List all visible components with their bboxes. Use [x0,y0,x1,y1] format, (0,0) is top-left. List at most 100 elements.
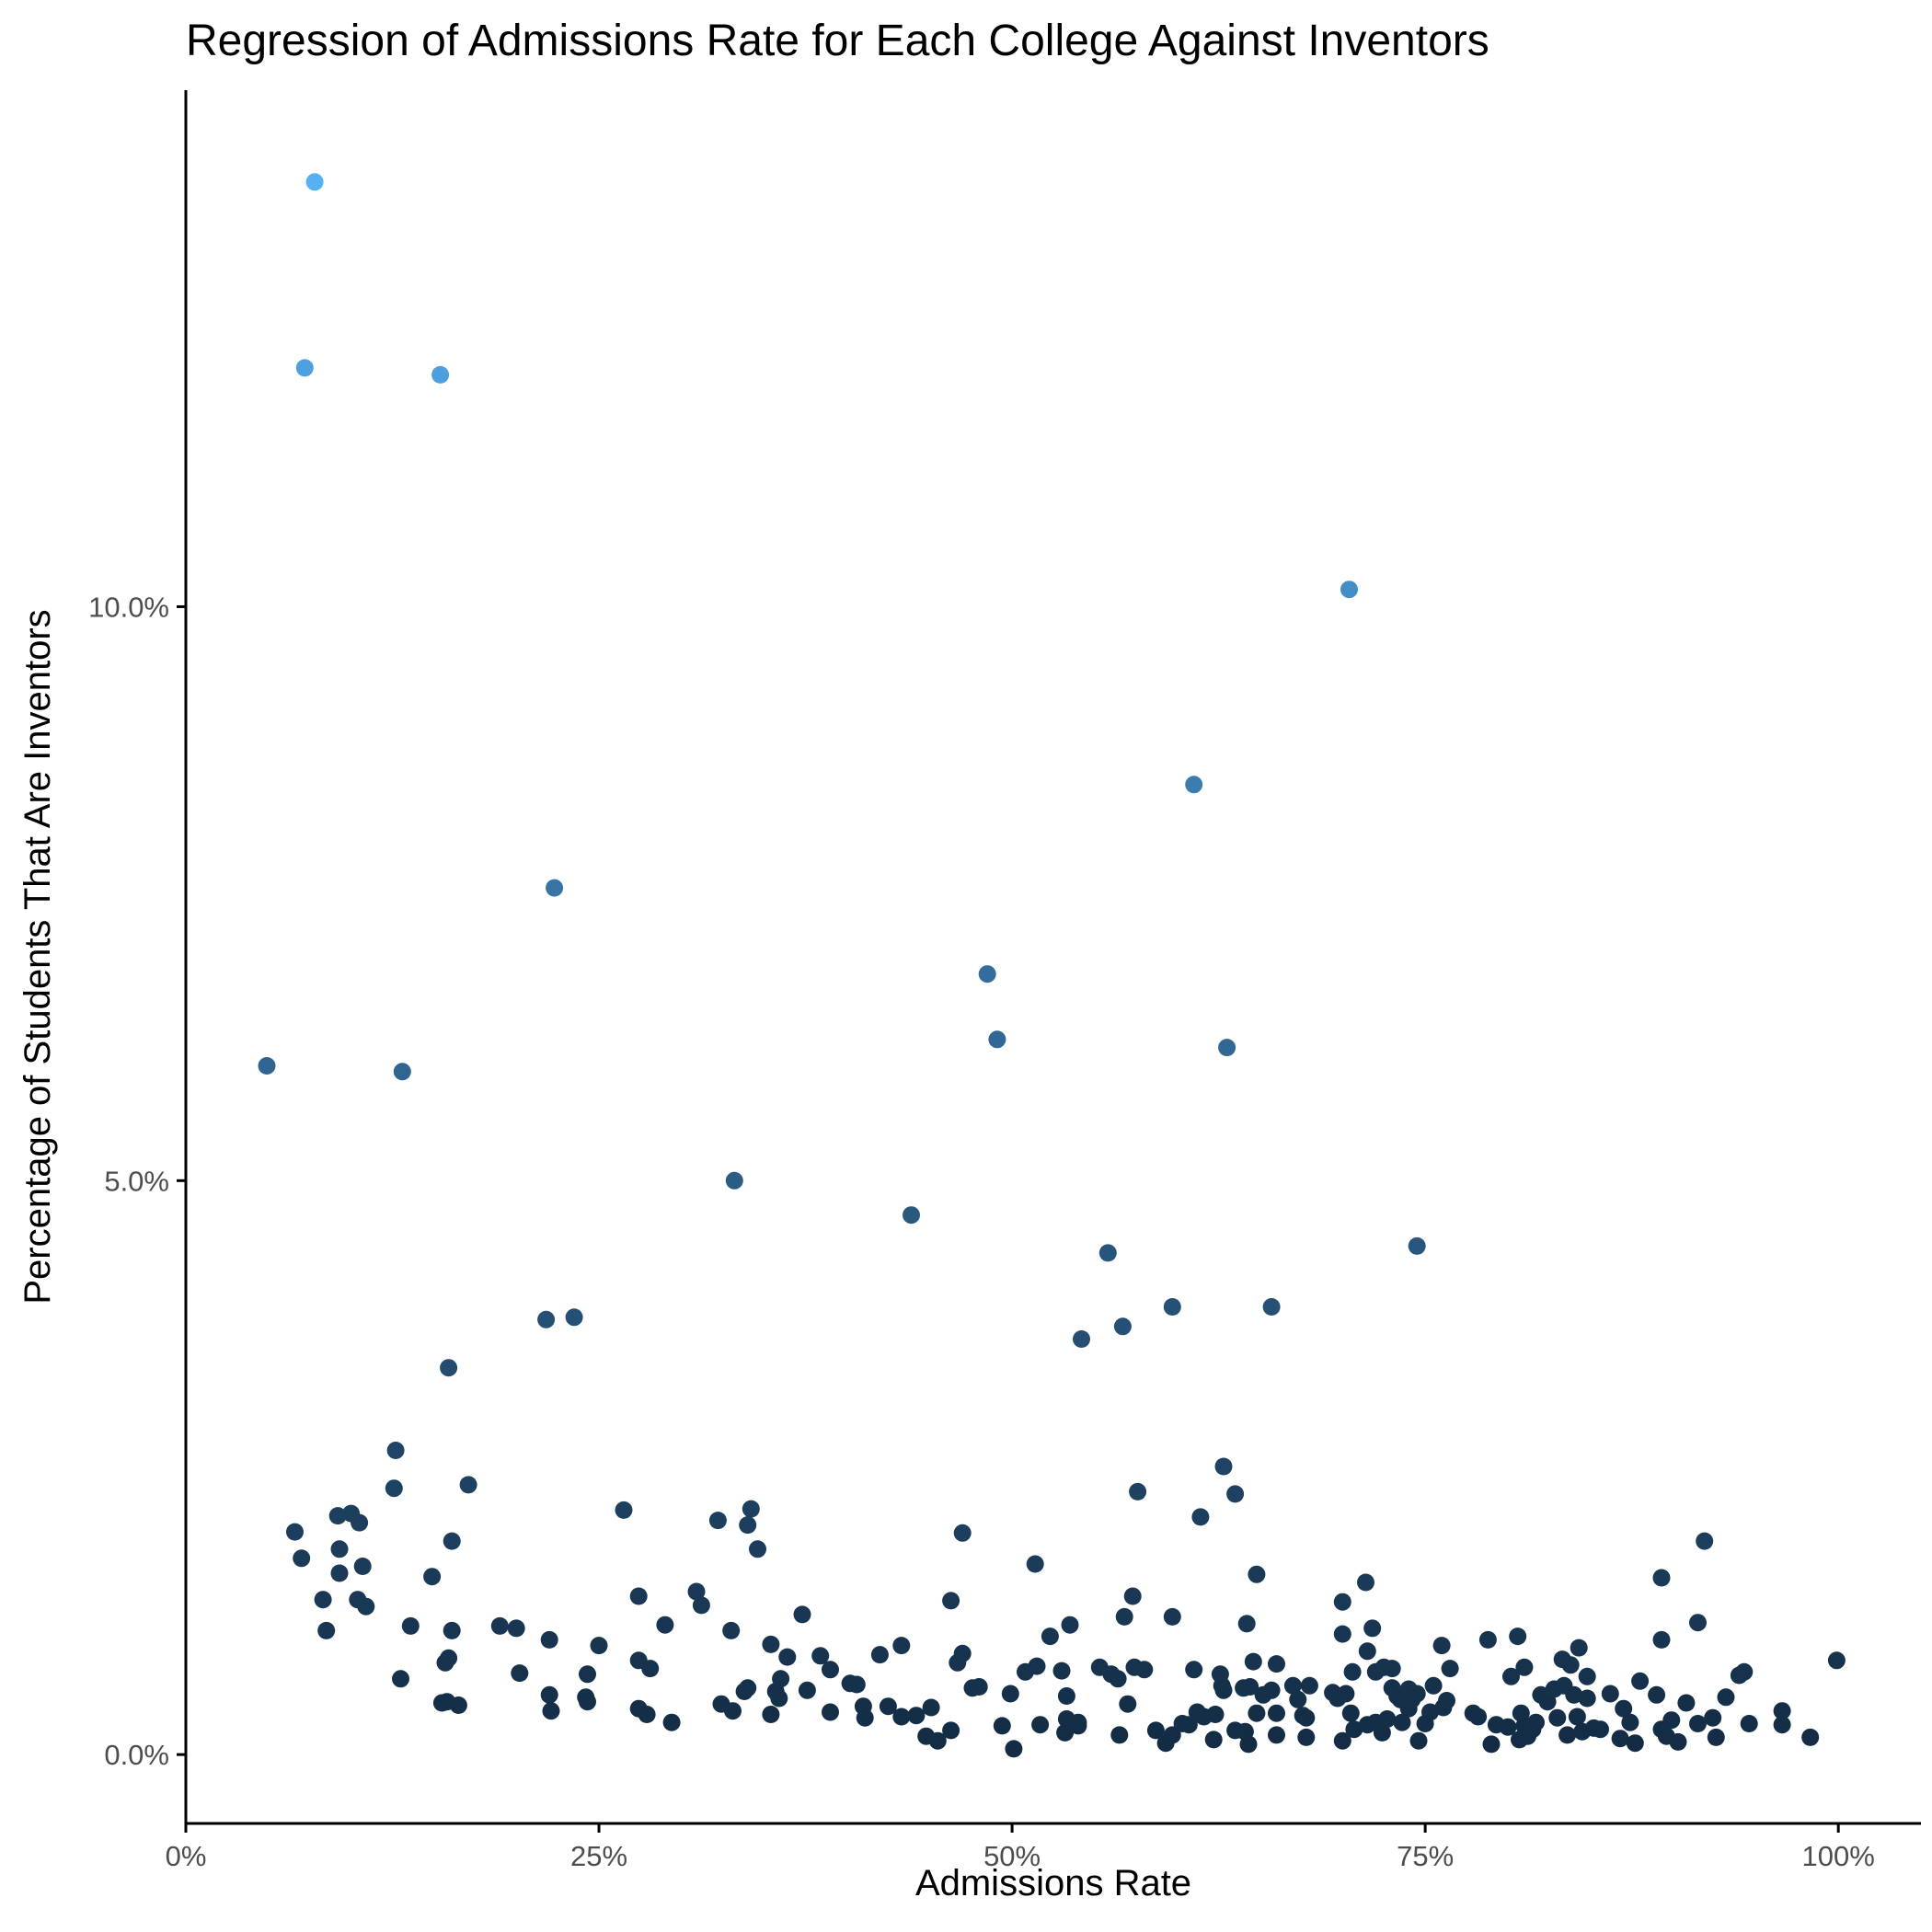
data-point [1689,1614,1707,1632]
data-point [579,1693,596,1711]
data-point [1548,1708,1567,1727]
data-point [546,879,564,897]
data-point [386,1442,405,1459]
data-point [1611,1730,1629,1748]
data-point [443,1532,461,1550]
data-point [1601,1685,1619,1703]
data-point [1163,1726,1181,1744]
data-point [540,1630,558,1649]
data-point [1345,1720,1363,1739]
x-tick-label: 25% [570,1840,627,1872]
chart-title: Regression of Admissions Rate for Each C… [186,17,1489,65]
data-point [1052,1662,1071,1680]
data-point [1374,1658,1393,1676]
data-point [928,1731,947,1750]
data-point [1340,581,1358,599]
data-point [1109,1670,1127,1688]
data-point [1191,1508,1210,1526]
data-point [1648,1685,1666,1704]
data-point [1827,1651,1846,1670]
data-point [286,1523,304,1541]
data-point [1237,1615,1256,1633]
data-point [978,965,996,983]
data-point [739,1516,757,1535]
x-tick-label: 100% [1802,1840,1875,1872]
data-point [1333,1593,1351,1611]
data-point [725,1171,743,1190]
data-point [293,1549,311,1568]
data-point [1432,1637,1451,1655]
data-point [1801,1728,1820,1746]
data-point [1408,1236,1426,1255]
data-point [1441,1660,1459,1678]
data-point [258,1057,276,1075]
data-point [615,1501,633,1519]
data-point [507,1619,525,1638]
data-point [903,1206,920,1225]
data-point [1499,1718,1517,1736]
data-point [295,359,314,377]
data-point [1773,1702,1791,1720]
data-point [892,1708,911,1726]
data-point [892,1637,911,1655]
data-point [1204,1731,1223,1749]
data-point [1005,1740,1023,1758]
data-point [1289,1690,1307,1708]
x-tick-label: 50% [983,1840,1041,1872]
data-point [1337,1685,1355,1703]
data-point [1214,1457,1233,1476]
data-point [1110,1726,1129,1744]
data-point [1553,1650,1571,1669]
data-point [692,1596,710,1615]
data-point [392,1670,409,1688]
data-point [1001,1685,1019,1703]
data-point [1438,1692,1455,1709]
data-point [537,1310,556,1328]
y-tick-label: 0.0% [104,1739,169,1771]
y-tick-label: 10.0% [88,591,169,623]
data-point [590,1637,608,1655]
data-point [1740,1715,1758,1732]
data-point [1185,776,1203,794]
data-point [629,1587,648,1605]
data-point [1268,1655,1285,1673]
data-point [540,1685,558,1704]
data-point [687,1582,706,1601]
y-axis-ticks: 0.0% 5.0% 10.0% [88,591,186,1771]
data-point [490,1616,509,1635]
data-point [1707,1728,1725,1746]
data-point [1123,1587,1142,1605]
data-point [330,1540,349,1558]
data-point [440,1359,458,1377]
data-point [870,1646,889,1664]
data-point [879,1697,897,1716]
data-point [1061,1616,1079,1634]
data-point [1262,1298,1281,1316]
data-point [440,1649,458,1667]
data-point [708,1512,727,1530]
data-point [1241,1678,1259,1696]
data-point [1268,1726,1285,1744]
data-point [317,1621,336,1639]
data-point [330,1564,349,1582]
data-point [942,1592,960,1610]
x-axis-ticks: 0% 25% 50% 75% 100% [166,1823,1875,1872]
data-point [1730,1666,1748,1685]
data-point [1098,1244,1117,1262]
data-point [1558,1726,1577,1744]
data-point [822,1661,839,1679]
data-point [1206,1706,1225,1723]
data-point [1185,1661,1203,1679]
data-point [1115,1607,1133,1626]
data-point [423,1568,442,1586]
data-point [393,1063,411,1081]
data-point [1333,1625,1351,1643]
data-point [565,1308,583,1327]
data-point [656,1616,674,1634]
data-point [1478,1630,1497,1649]
data-point [305,173,324,191]
data-point [1662,1711,1681,1730]
plot-area [258,173,1846,1758]
data-point [742,1500,760,1518]
data-point [1578,1689,1596,1708]
